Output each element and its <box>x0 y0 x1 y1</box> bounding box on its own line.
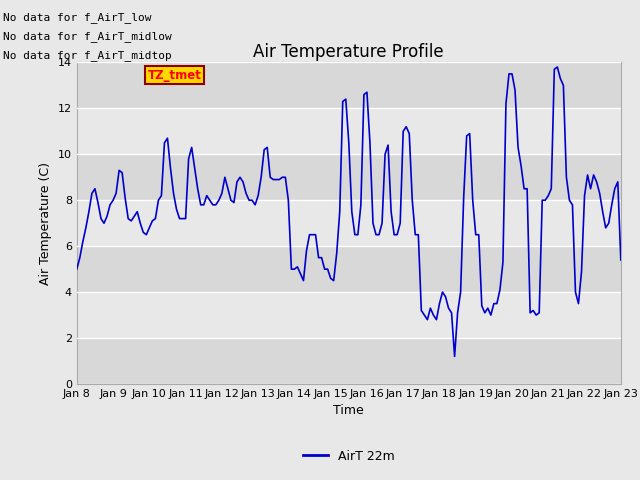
X-axis label: Time: Time <box>333 405 364 418</box>
Y-axis label: Air Temperature (C): Air Temperature (C) <box>39 162 52 285</box>
AirT 22m <box>554 64 561 70</box>
Bar <box>77 292 621 338</box>
Text: No data for f_AirT_low: No data for f_AirT_low <box>3 12 152 23</box>
AirT 22m <box>224 186 232 192</box>
AirT 22m <box>333 250 340 256</box>
Bar <box>77 154 621 200</box>
Title: Air Temperature Profile: Air Temperature Profile <box>253 43 444 61</box>
Bar <box>77 338 621 384</box>
Bar <box>77 200 621 246</box>
AirT 22m <box>118 170 126 176</box>
Text: No data for f_AirT_midlow: No data for f_AirT_midlow <box>3 31 172 42</box>
Text: TZ_tmet: TZ_tmet <box>147 69 202 82</box>
AirT 22m <box>617 257 625 263</box>
AirT 22m <box>526 310 534 316</box>
AirT 22m <box>154 197 162 203</box>
Bar <box>77 108 621 154</box>
Bar <box>77 246 621 292</box>
Legend: AirT 22m: AirT 22m <box>298 445 399 468</box>
Bar <box>77 62 621 108</box>
AirT 22m <box>73 266 81 272</box>
Line: AirT 22m: AirT 22m <box>77 67 621 357</box>
Text: No data for f_AirT_midtop: No data for f_AirT_midtop <box>3 50 172 61</box>
AirT 22m <box>336 209 344 215</box>
AirT 22m <box>451 354 458 360</box>
